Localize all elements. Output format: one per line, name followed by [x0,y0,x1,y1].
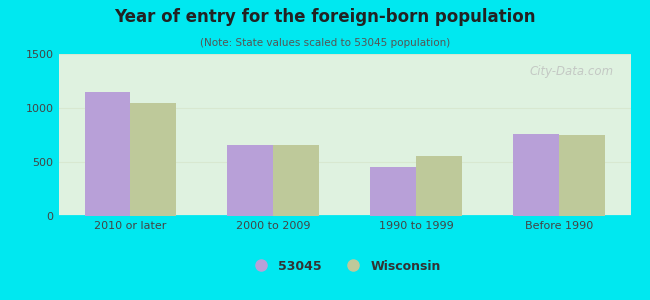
Bar [370,167,416,216]
Bar [273,145,318,216]
Bar [227,145,273,216]
Bar [130,103,176,216]
Bar [513,134,559,216]
Text: City-Data.com: City-Data.com [529,65,614,78]
Text: (Note: State values scaled to 53045 population): (Note: State values scaled to 53045 popu… [200,38,450,47]
Bar [559,135,604,216]
Text: Year of entry for the foreign-born population: Year of entry for the foreign-born popul… [114,8,536,26]
Bar [416,156,462,216]
Bar [84,92,130,216]
Legend: 53045, Wisconsin: 53045, Wisconsin [243,255,446,278]
